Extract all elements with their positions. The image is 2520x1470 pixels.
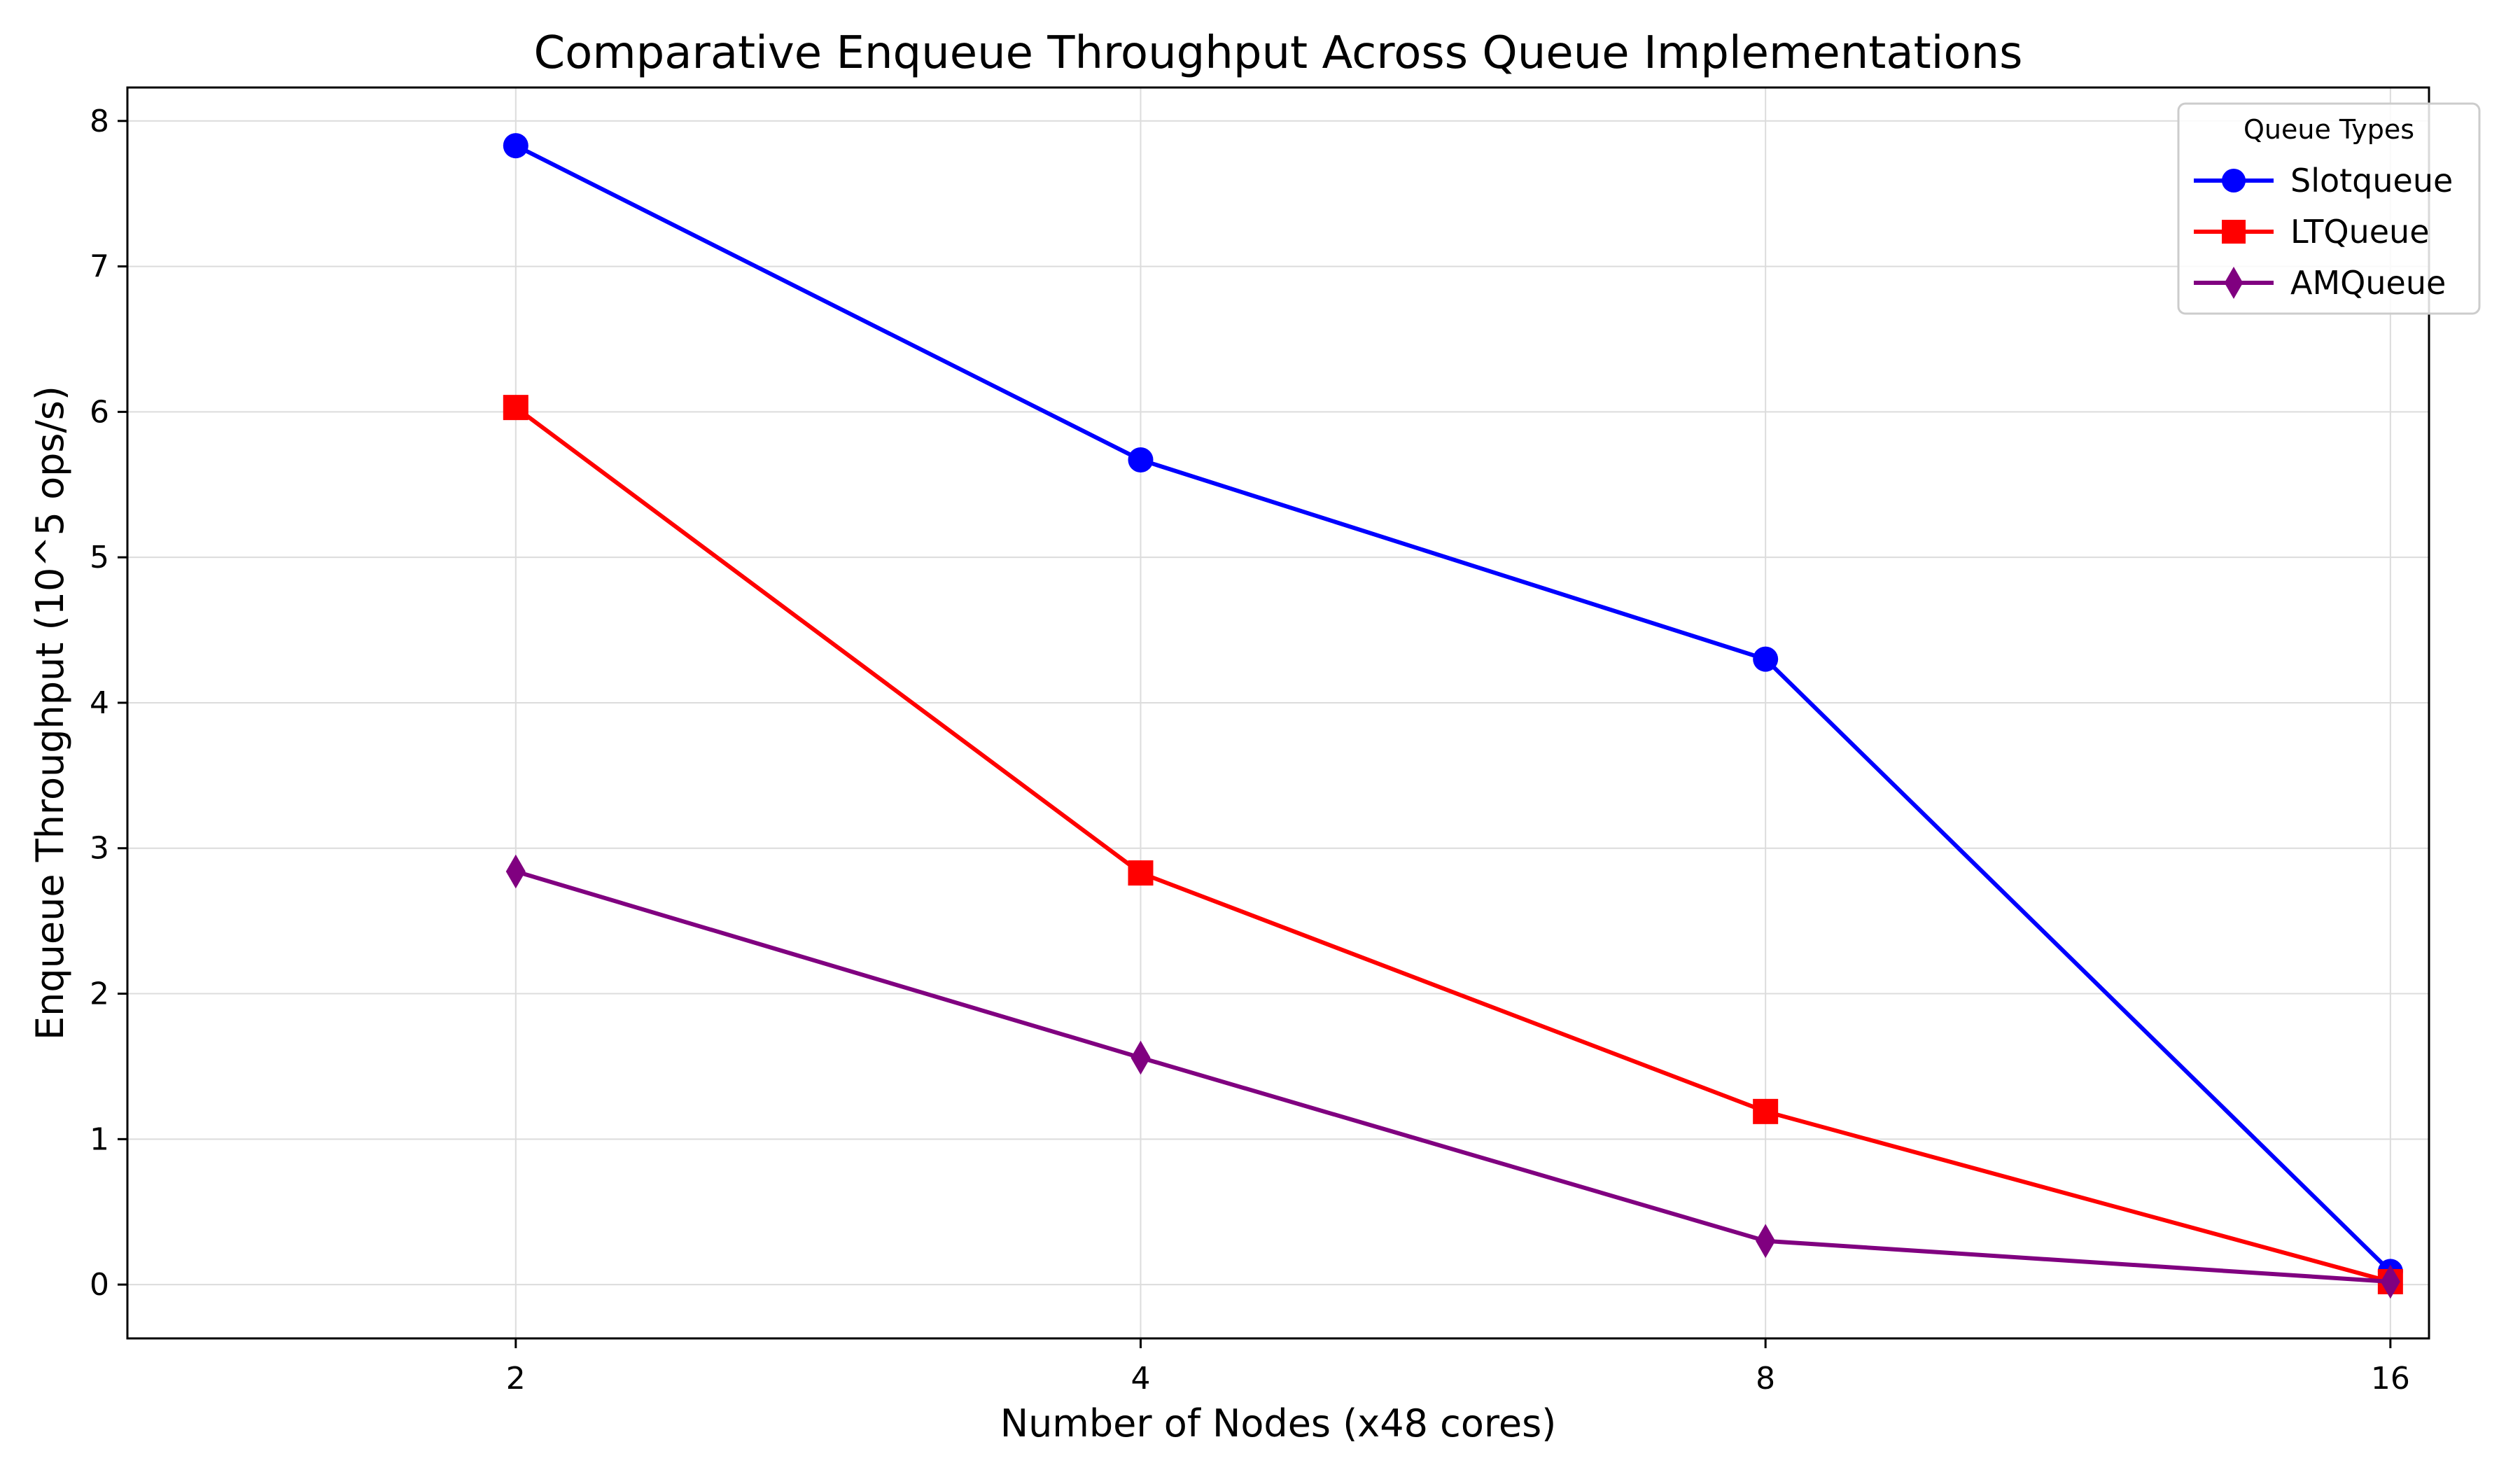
y-tick-label: 0 <box>90 1267 109 1303</box>
x-tick-label: 4 <box>1130 1361 1150 1396</box>
series-line-amqueue <box>514 869 2391 1284</box>
data-point-amqueue <box>1130 1040 1151 1075</box>
data-point-slotqueue <box>1128 447 1154 472</box>
legend-label-ltqueue: LTQueue <box>2290 213 2430 251</box>
data-point-amqueue <box>2380 1264 2400 1299</box>
data-point-amqueue <box>505 854 526 889</box>
legend-label-slotqueue: Slotqueue <box>2290 162 2453 200</box>
y-tick-label: 5 <box>90 540 109 575</box>
y-tick-label: 1 <box>90 1121 109 1157</box>
y-tick-label: 4 <box>90 685 109 721</box>
legend-label-amqueue: AMQueue <box>2290 264 2446 302</box>
y-tick-label: 7 <box>90 249 109 285</box>
legend-title: Queue Types <box>2244 114 2414 145</box>
data-point-slotqueue <box>503 133 528 159</box>
data-point-ltqueue <box>1753 1098 1779 1124</box>
data-point-slotqueue <box>1753 646 1779 672</box>
y-tick-label: 3 <box>90 831 109 867</box>
y-tick-label: 6 <box>90 394 109 430</box>
legend: Queue Types Slotqueue LTQueue AMQueue <box>2177 102 2481 315</box>
series-line-ltqueue <box>514 405 2391 1284</box>
y-tick-label: 2 <box>90 976 109 1012</box>
legend-marker-ltqueue <box>2222 220 2246 244</box>
x-tick-label: 8 <box>1756 1361 1775 1396</box>
y-axis-label: Enqueue Throughput (10^5 ops/s) <box>28 386 72 1040</box>
series-layer <box>503 133 2403 1299</box>
legend-marker-amqueue <box>2224 267 2244 299</box>
legend-box <box>2177 102 2481 315</box>
axis-ticks: 0 1 2 3 4 5 6 7 8 2 4 8 16 <box>90 104 2410 1396</box>
y-tick-label: 8 <box>90 104 109 139</box>
x-axis-label: Number of Nodes (x48 cores) <box>1000 1401 1557 1446</box>
grid <box>127 88 2429 1338</box>
x-tick-label: 2 <box>506 1361 526 1396</box>
data-point-amqueue <box>1756 1224 1776 1259</box>
series-line-slotqueue <box>514 144 2392 1273</box>
plot-frame <box>126 86 2430 1340</box>
legend-marker-slotqueue <box>2222 169 2246 192</box>
data-point-ltqueue <box>1128 860 1154 886</box>
data-point-ltqueue <box>503 395 528 421</box>
x-tick-label: 16 <box>2371 1361 2410 1396</box>
chart-title: Comparative Enqueue Throughput Across Qu… <box>533 27 2022 79</box>
